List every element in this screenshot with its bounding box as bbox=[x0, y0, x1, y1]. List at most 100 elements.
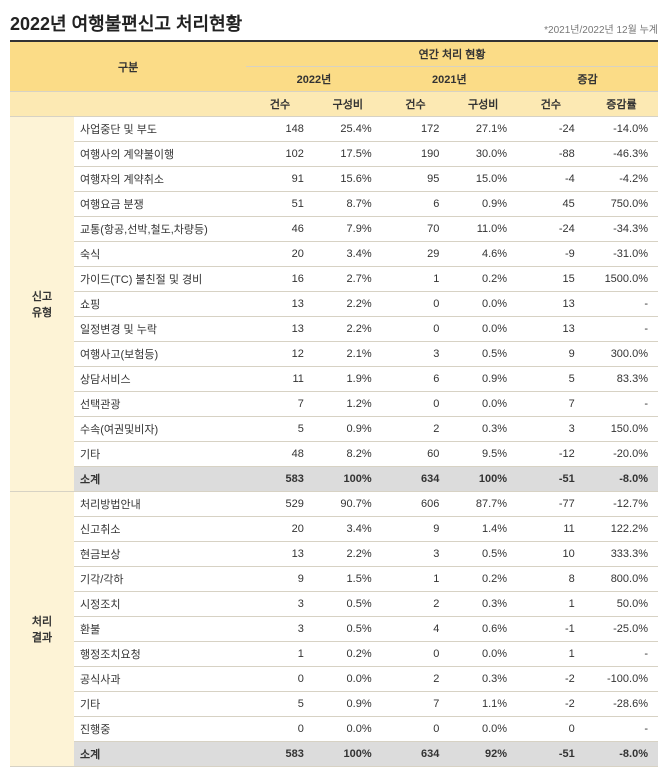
count-2022: 91 bbox=[246, 167, 314, 192]
diff-rate: -8.0% bbox=[585, 467, 658, 492]
table-row: 여행요금 분쟁518.7%60.9%45750.0% bbox=[10, 192, 658, 217]
subtotal-row: 소계583100%63492%-51-8.0% bbox=[10, 742, 658, 767]
table-row: 여행사의 계약불이행10217.5%19030.0%-88-46.3% bbox=[10, 142, 658, 167]
ratio-2021: 0.3% bbox=[449, 592, 517, 617]
group-cell: 신고유형 bbox=[10, 117, 74, 492]
diff-rate: -28.6% bbox=[585, 692, 658, 717]
row-label: 여행사고(보험등) bbox=[74, 342, 246, 367]
count-2022: 5 bbox=[246, 417, 314, 442]
row-label: 가이드(TC) 불친절 및 경비 bbox=[74, 267, 246, 292]
count-2021: 2 bbox=[382, 667, 450, 692]
diff-rate: 83.3% bbox=[585, 367, 658, 392]
ratio-2021: 0.5% bbox=[449, 542, 517, 567]
ratio-2022: 8.2% bbox=[314, 442, 382, 467]
count-2022: 583 bbox=[246, 467, 314, 492]
ratio-2022: 8.7% bbox=[314, 192, 382, 217]
ratio-2022: 0.5% bbox=[314, 617, 382, 642]
hdr-count-22: 건수 bbox=[246, 92, 314, 117]
table-row: 진행중00.0%00.0%0- bbox=[10, 717, 658, 742]
hdr-ratio-22: 구성비 bbox=[314, 92, 382, 117]
diff-count: -24 bbox=[517, 117, 585, 142]
count-2022: 46 bbox=[246, 217, 314, 242]
diff-count: 1 bbox=[517, 642, 585, 667]
ratio-2021: 0.9% bbox=[449, 367, 517, 392]
table-row: 일정변경 및 누락132.2%00.0%13- bbox=[10, 317, 658, 342]
ratio-2022: 25.4% bbox=[314, 117, 382, 142]
row-label: 여행자의 계약취소 bbox=[74, 167, 246, 192]
table-row: 공식사과00.0%20.3%-2-100.0% bbox=[10, 667, 658, 692]
count-2022: 13 bbox=[246, 292, 314, 317]
ratio-2021: 0.5% bbox=[449, 342, 517, 367]
diff-count: 10 bbox=[517, 542, 585, 567]
diff-rate: - bbox=[585, 317, 658, 342]
count-2021: 2 bbox=[382, 417, 450, 442]
hdr-ratio-21: 구성비 bbox=[449, 92, 517, 117]
ratio-2021: 1.1% bbox=[449, 692, 517, 717]
page-title: 2022년 여행불편신고 처리현황 bbox=[10, 10, 242, 36]
count-2021: 0 bbox=[382, 317, 450, 342]
table-row: 행정조치요청10.2%00.0%1- bbox=[10, 642, 658, 667]
row-label: 숙식 bbox=[74, 242, 246, 267]
ratio-2022: 0.2% bbox=[314, 642, 382, 667]
diff-count: -24 bbox=[517, 217, 585, 242]
count-2021: 70 bbox=[382, 217, 450, 242]
ratio-2022: 2.7% bbox=[314, 267, 382, 292]
row-label: 선택관광 bbox=[74, 392, 246, 417]
diff-rate: -31.0% bbox=[585, 242, 658, 267]
row-label: 신고취소 bbox=[74, 517, 246, 542]
table-row: 숙식203.4%294.6%-9-31.0% bbox=[10, 242, 658, 267]
row-label: 상담서비스 bbox=[74, 367, 246, 392]
diff-rate: -100.0% bbox=[585, 667, 658, 692]
ratio-2021: 87.7% bbox=[449, 492, 517, 517]
count-2021: 60 bbox=[382, 442, 450, 467]
diff-rate: - bbox=[585, 642, 658, 667]
diff-count: -2 bbox=[517, 692, 585, 717]
row-label: 공식사과 bbox=[74, 667, 246, 692]
count-2021: 606 bbox=[382, 492, 450, 517]
count-2022: 20 bbox=[246, 242, 314, 267]
diff-rate: -14.0% bbox=[585, 117, 658, 142]
hdr-count-diff: 건수 bbox=[517, 92, 585, 117]
ratio-2022: 100% bbox=[314, 742, 382, 767]
hdr-2021: 2021년 bbox=[382, 67, 517, 92]
ratio-2021: 0.3% bbox=[449, 667, 517, 692]
ratio-2022: 1.9% bbox=[314, 367, 382, 392]
subtotal-row: 소계583100%634100%-51-8.0% bbox=[10, 467, 658, 492]
count-2022: 0 bbox=[246, 667, 314, 692]
count-2022: 102 bbox=[246, 142, 314, 167]
row-label: 일정변경 및 누락 bbox=[74, 317, 246, 342]
diff-count: -9 bbox=[517, 242, 585, 267]
count-2021: 4 bbox=[382, 617, 450, 642]
diff-rate: -4.2% bbox=[585, 167, 658, 192]
count-2021: 1 bbox=[382, 567, 450, 592]
row-label: 행정조치요청 bbox=[74, 642, 246, 667]
table-row: 수속(여권및비자)50.9%20.3%3150.0% bbox=[10, 417, 658, 442]
count-2022: 583 bbox=[246, 742, 314, 767]
table-header: 구분 연간 처리 현황 2022년 2021년 증감 건수 구성비 건수 구성비… bbox=[10, 42, 658, 117]
title-bar: 2022년 여행불편신고 처리현황 *2021년/2022년 12월 누계 bbox=[10, 10, 658, 42]
group-cell: 처리결과 bbox=[10, 492, 74, 767]
row-label: 사업중단 및 부도 bbox=[74, 117, 246, 142]
diff-count: -1 bbox=[517, 617, 585, 642]
note-text: *2021년/2022년 12월 누계 bbox=[544, 21, 658, 36]
ratio-2021: 0.0% bbox=[449, 292, 517, 317]
ratio-2022: 90.7% bbox=[314, 492, 382, 517]
count-2022: 11 bbox=[246, 367, 314, 392]
count-2022: 48 bbox=[246, 442, 314, 467]
ratio-2021: 0.0% bbox=[449, 642, 517, 667]
table-row: 쇼핑132.2%00.0%13- bbox=[10, 292, 658, 317]
table-body: 신고유형사업중단 및 부도14825.4%17227.1%-24-14.0%여행… bbox=[10, 117, 658, 767]
count-2021: 3 bbox=[382, 542, 450, 567]
ratio-2021: 9.5% bbox=[449, 442, 517, 467]
hdr-count-21: 건수 bbox=[382, 92, 450, 117]
ratio-2021: 0.0% bbox=[449, 717, 517, 742]
count-2021: 634 bbox=[382, 467, 450, 492]
diff-rate: 122.2% bbox=[585, 517, 658, 542]
table-row: 신고취소203.4%91.4%11122.2% bbox=[10, 517, 658, 542]
diff-count: 13 bbox=[517, 317, 585, 342]
hdr-category: 구분 bbox=[10, 42, 246, 92]
ratio-2021: 100% bbox=[449, 467, 517, 492]
diff-count: 0 bbox=[517, 717, 585, 742]
diff-count: -2 bbox=[517, 667, 585, 692]
diff-rate: -34.3% bbox=[585, 217, 658, 242]
